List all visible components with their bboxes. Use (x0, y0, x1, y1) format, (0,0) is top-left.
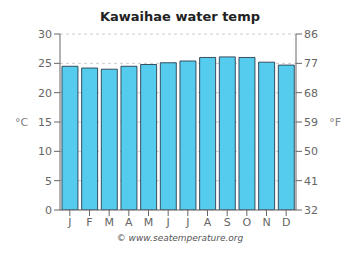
svg-text:68: 68 (304, 87, 318, 100)
svg-text:J: J (185, 216, 189, 229)
svg-text:A: A (204, 216, 212, 229)
svg-text:5: 5 (45, 175, 52, 188)
svg-text:77: 77 (304, 57, 318, 70)
svg-text:15: 15 (38, 116, 52, 129)
svg-text:86: 86 (304, 28, 318, 41)
svg-text:F: F (86, 216, 92, 229)
svg-text:A: A (125, 216, 133, 229)
svg-text:59: 59 (304, 116, 318, 129)
svg-text:°F: °F (329, 116, 341, 129)
svg-text:50: 50 (304, 145, 318, 158)
svg-text:N: N (262, 216, 270, 229)
svg-text:J: J (166, 216, 170, 229)
svg-text:M: M (104, 216, 114, 229)
html-text:Kawaihae water temp: Kawaihae water temp (100, 9, 260, 24)
svg-text:25: 25 (38, 57, 52, 70)
svg-text:M: M (144, 216, 154, 229)
svg-text:O: O (242, 216, 251, 229)
svg-text:20: 20 (38, 87, 52, 100)
svg-text:30: 30 (38, 28, 52, 41)
svg-text:41: 41 (304, 175, 318, 188)
svg-text:°C: °C (15, 116, 29, 129)
html-text:© www.seatemperature.org: © www.seatemperature.org (116, 233, 244, 243)
svg-text:D: D (282, 216, 290, 229)
svg-text:32: 32 (304, 204, 318, 217)
svg-text:0: 0 (45, 204, 52, 217)
svg-text:S: S (224, 216, 231, 229)
svg-text:10: 10 (38, 145, 52, 158)
svg-text:J: J (67, 216, 71, 229)
